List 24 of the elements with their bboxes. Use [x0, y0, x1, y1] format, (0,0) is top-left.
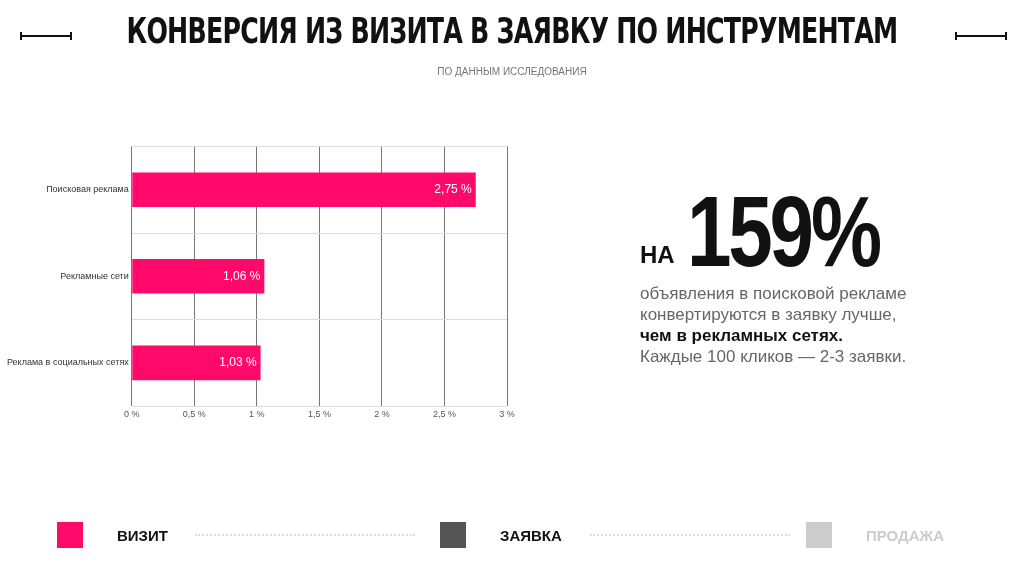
text: ВИЗИТ — [117, 526, 168, 544]
chart-title: КОНВЕРСИЯ ИЗ ВИЗИТА В ЗАЯВКУ ПО ИНСТРУМЕНТАМ — [125, 10, 899, 51]
x-tick-label: 3 % — [499, 409, 515, 420]
bar — [132, 345, 261, 381]
x-tick-label: 1,5 % — [307, 409, 331, 420]
text: ЗАЯВКА — [500, 526, 562, 544]
x-tick-label: 2,5 % — [432, 409, 456, 420]
data-label: 1,06 % — [222, 268, 261, 283]
bar — [132, 172, 476, 208]
x-tick-label: 2 % — [374, 409, 390, 420]
text: НА — [640, 241, 675, 268]
x-tick-label: 0,5 % — [182, 409, 206, 420]
data-label: 2,75 % — [434, 182, 473, 197]
y-tick-label: Рекламные сети — [60, 270, 129, 281]
bar — [132, 258, 265, 294]
text: конвертируются в заявку лучше, — [640, 304, 898, 325]
text: Каждые 100 кликов — 2-3 заявки. — [640, 346, 908, 367]
y-tick-label: Реклама в социальных сетях — [6, 357, 130, 368]
data-label: 1,03 % — [219, 355, 257, 370]
x-tick-label: 1 % — [249, 409, 265, 420]
y-tick-label: Поисковая реклама — [46, 184, 129, 195]
chart-subtitle: ПО ДАННЫМ ИССЛЕДОВАНИЯ — [436, 66, 588, 77]
x-tick-label: 0 % — [124, 409, 140, 420]
text: чем в рекламных сетях. — [640, 325, 845, 346]
